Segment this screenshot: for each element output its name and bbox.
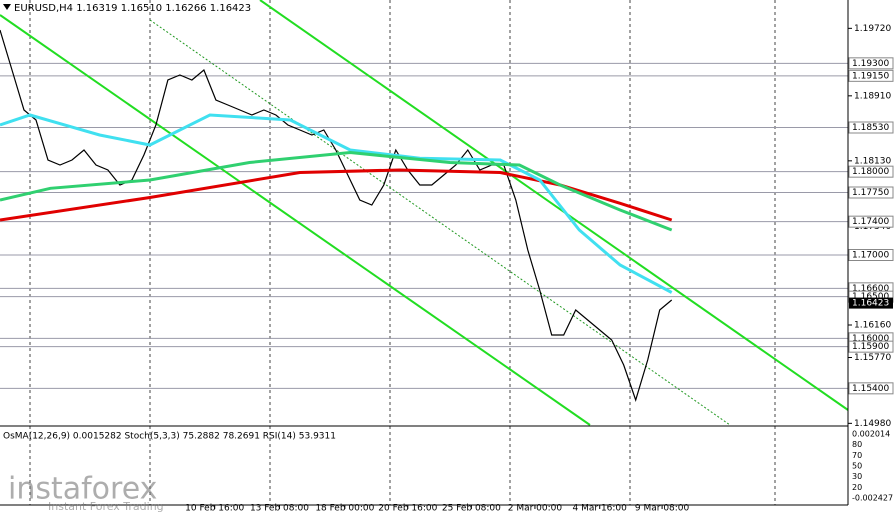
indicator-tick-label: 20	[852, 483, 862, 492]
last-price-label: 1.16423	[852, 299, 889, 309]
series-line	[0, 168, 673, 222]
watermark-tagline: Instant Forex Trading	[48, 500, 164, 513]
level-label-box	[848, 186, 894, 199]
y-tick-label: 1.14980	[854, 419, 891, 429]
level-label-box	[848, 340, 894, 353]
plot	[0, 29, 673, 402]
level-label-box	[848, 69, 894, 82]
series-line	[0, 29, 673, 402]
level-label-box	[848, 382, 894, 395]
time-grid	[29, 0, 776, 505]
level-label-box	[848, 249, 894, 261]
series-line	[0, 113, 673, 294]
last-price-box	[849, 297, 893, 309]
level-label: 1.15900	[852, 342, 889, 352]
level-label: 1.17750	[852, 188, 889, 198]
level-label-box	[848, 121, 894, 134]
symbol-icon	[3, 4, 11, 10]
indicator-tick-label: 50	[852, 462, 862, 471]
watermark-brand: instaforex	[8, 472, 157, 507]
level-label: 1.16500	[852, 292, 889, 302]
chart-title: EURUSD,H4 1.16319 1.16510 1.16266 1.1642…	[14, 3, 251, 14]
series-line	[0, 150, 673, 232]
x-tick-label: 4 Mar 16:00	[573, 504, 628, 514]
y-tick-label: 1.18130	[854, 156, 891, 166]
level-label: 1.16600	[852, 284, 889, 294]
level-label: 1.17000	[852, 251, 889, 261]
x-tick-label: 20 Feb 16:00	[378, 504, 437, 514]
trend-channel	[0, 0, 849, 426]
x-tick-label: 10 Feb 16:00	[185, 504, 244, 514]
y-tick-label: 1.19720	[854, 24, 891, 34]
x-tick-label: 9 Mar 08:00	[635, 504, 690, 514]
indicator-tick-label: 0.002014	[852, 430, 890, 439]
level-label-box	[848, 57, 894, 70]
level-label: 1.16000	[852, 334, 889, 344]
level-label: 1.18530	[852, 123, 889, 133]
x-tick-label: 2 Mar 00:00	[508, 504, 563, 514]
y-tick-label: 1.18910	[854, 91, 891, 101]
x-tick-label: 13 Feb 08:00	[250, 504, 309, 514]
indicator-title: OsMA(12,26,9) 0.0015282 Stoch(5,3,3) 75.…	[3, 432, 336, 442]
indicator-tick-label: 70	[852, 451, 862, 460]
indicator-tick-label: 80	[852, 440, 862, 449]
level-label: 1.15400	[852, 384, 889, 394]
x-tick-label: 25 Feb 08:00	[442, 504, 501, 514]
level-label: 1.19300	[852, 59, 889, 69]
level-label: 1.18000	[852, 167, 889, 177]
level-label: 1.17400	[852, 217, 889, 227]
level-label-box	[848, 215, 894, 228]
y-tick-label: 1.15770	[854, 353, 891, 363]
level-label-box	[848, 165, 894, 178]
level-label: 1.19150	[852, 71, 889, 81]
indicator-tick-label: -0.002427	[852, 494, 893, 503]
x-tick-label: 18 Feb 00:00	[315, 504, 374, 514]
y-tick-label: 1.16160	[854, 321, 891, 331]
indicator-tick-label: 30	[852, 472, 862, 481]
